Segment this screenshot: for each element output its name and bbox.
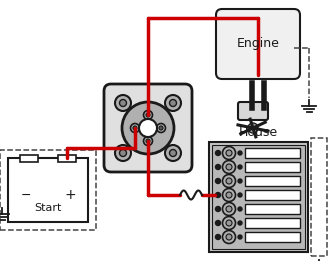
FancyBboxPatch shape: [238, 102, 268, 120]
Circle shape: [248, 123, 258, 133]
Circle shape: [238, 165, 242, 169]
Circle shape: [226, 220, 232, 226]
Circle shape: [146, 113, 150, 117]
Circle shape: [215, 164, 220, 169]
Circle shape: [226, 178, 232, 184]
Circle shape: [222, 175, 235, 187]
Circle shape: [238, 179, 242, 183]
Circle shape: [238, 235, 242, 239]
Circle shape: [159, 126, 163, 130]
Circle shape: [226, 234, 232, 240]
Circle shape: [222, 203, 235, 216]
Circle shape: [222, 230, 235, 244]
FancyBboxPatch shape: [104, 84, 192, 172]
Circle shape: [226, 192, 232, 198]
Bar: [58, 155, 76, 162]
Text: Engine: Engine: [237, 37, 280, 50]
Circle shape: [226, 150, 232, 156]
Text: −: −: [21, 188, 31, 201]
Circle shape: [215, 234, 220, 240]
Circle shape: [238, 207, 242, 211]
Text: +: +: [64, 188, 76, 202]
Bar: [245, 204, 300, 214]
Circle shape: [122, 102, 174, 154]
Circle shape: [170, 99, 177, 106]
Circle shape: [226, 164, 232, 170]
Circle shape: [133, 126, 137, 130]
Circle shape: [120, 150, 126, 157]
Bar: [245, 162, 300, 172]
Bar: [245, 218, 300, 228]
Text: House: House: [238, 127, 278, 139]
Circle shape: [215, 206, 220, 211]
Circle shape: [143, 137, 152, 145]
Circle shape: [238, 221, 242, 225]
Circle shape: [238, 193, 242, 197]
Bar: [20, 155, 38, 162]
Circle shape: [215, 179, 220, 183]
Circle shape: [222, 217, 235, 229]
Circle shape: [115, 145, 131, 161]
FancyBboxPatch shape: [209, 142, 308, 252]
Circle shape: [143, 110, 152, 120]
Circle shape: [156, 123, 165, 133]
FancyBboxPatch shape: [212, 145, 305, 249]
Circle shape: [170, 150, 177, 157]
Circle shape: [215, 151, 220, 156]
Circle shape: [120, 99, 126, 106]
Bar: [8, 158, 88, 222]
Circle shape: [238, 151, 242, 155]
Circle shape: [130, 123, 139, 133]
Circle shape: [146, 139, 150, 143]
Text: Start: Start: [34, 203, 62, 213]
Circle shape: [215, 193, 220, 198]
Bar: [245, 232, 300, 242]
Bar: [245, 176, 300, 186]
Circle shape: [115, 95, 131, 111]
Circle shape: [215, 221, 220, 226]
Circle shape: [139, 119, 157, 137]
Circle shape: [222, 146, 235, 159]
FancyBboxPatch shape: [216, 9, 300, 79]
Bar: [311, 138, 327, 256]
Circle shape: [222, 161, 235, 174]
Circle shape: [165, 145, 181, 161]
Bar: [245, 190, 300, 200]
Circle shape: [222, 188, 235, 201]
Bar: [0, 150, 96, 230]
Bar: [245, 148, 300, 158]
Circle shape: [165, 95, 181, 111]
Circle shape: [226, 206, 232, 212]
